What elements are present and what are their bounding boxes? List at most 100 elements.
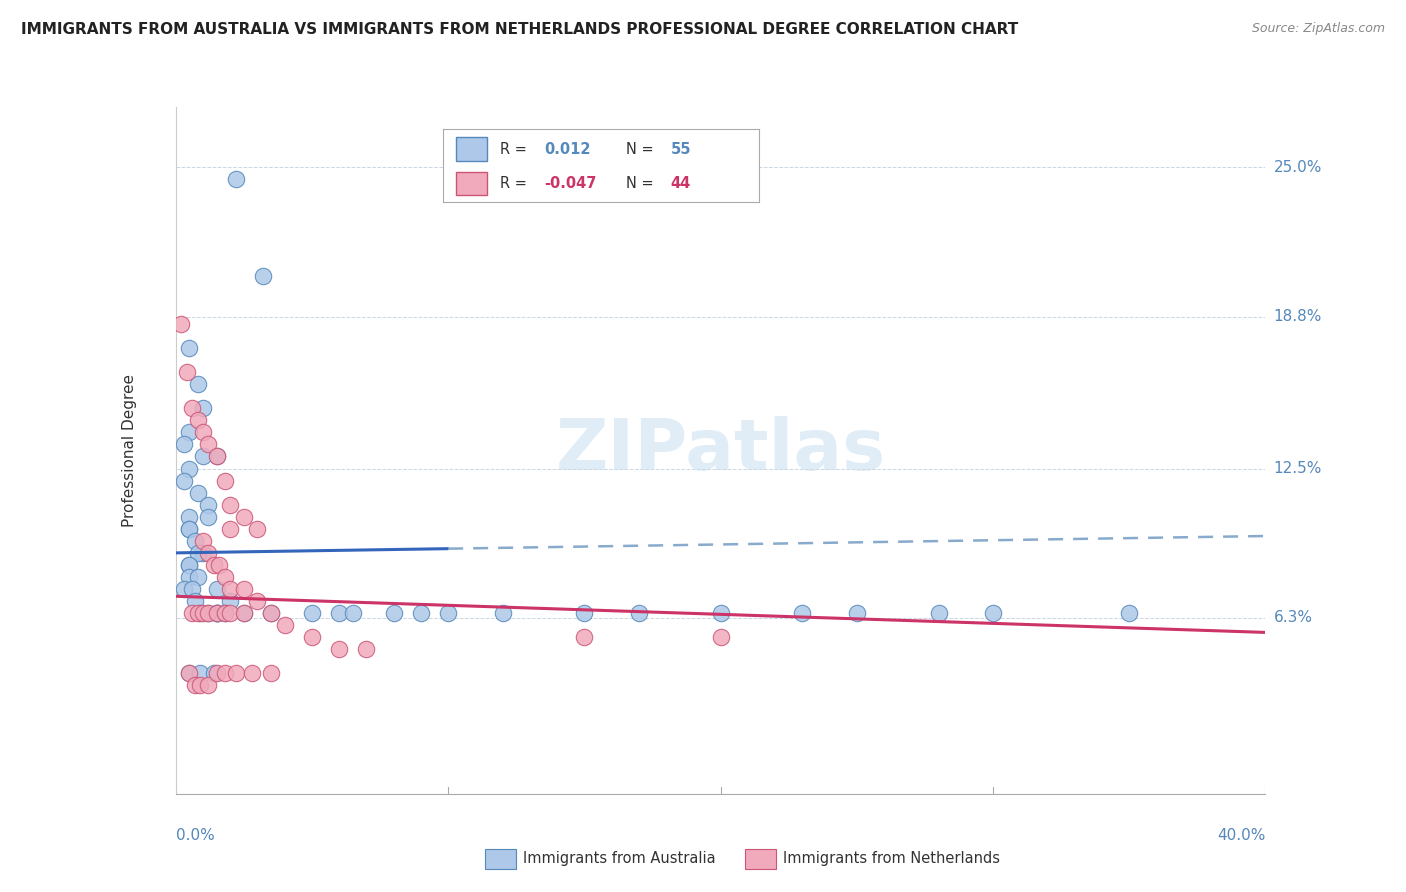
- Point: [170, 317, 193, 331]
- Point: [260, 606, 283, 620]
- Text: N =: N =: [627, 176, 658, 191]
- Point: [202, 558, 225, 572]
- Point: [181, 401, 204, 416]
- Point: [181, 582, 204, 596]
- Point: [186, 413, 209, 427]
- Point: [205, 666, 228, 681]
- Point: [219, 582, 242, 596]
- Point: [205, 606, 228, 620]
- Point: [173, 437, 195, 451]
- Bar: [456, 137, 486, 161]
- Point: [186, 546, 209, 560]
- Point: [232, 606, 254, 620]
- Point: [191, 606, 214, 620]
- Point: [179, 509, 201, 524]
- Text: 12.5%: 12.5%: [1274, 461, 1322, 476]
- Point: [301, 630, 323, 644]
- Point: [205, 450, 228, 464]
- Text: 18.8%: 18.8%: [1274, 310, 1322, 324]
- Point: [191, 425, 214, 440]
- Text: 25.0%: 25.0%: [1274, 160, 1322, 175]
- Text: Immigrants from Australia: Immigrants from Australia: [523, 851, 716, 865]
- Point: [173, 582, 195, 596]
- Text: ZIPatlas: ZIPatlas: [555, 416, 886, 485]
- Text: Professional Degree: Professional Degree: [122, 374, 138, 527]
- Point: [197, 606, 219, 620]
- Point: [214, 606, 236, 620]
- Point: [179, 570, 201, 584]
- Point: [792, 606, 814, 620]
- Text: -0.047: -0.047: [544, 176, 596, 191]
- Point: [219, 606, 242, 620]
- Point: [179, 558, 201, 572]
- Point: [214, 666, 236, 681]
- Point: [179, 461, 201, 475]
- Text: Immigrants from Netherlands: Immigrants from Netherlands: [783, 851, 1000, 865]
- Point: [214, 474, 236, 488]
- Text: 55: 55: [671, 142, 692, 157]
- Point: [197, 546, 219, 560]
- Point: [710, 606, 733, 620]
- Point: [208, 558, 231, 572]
- Point: [981, 606, 1004, 620]
- Point: [1118, 606, 1140, 620]
- Point: [202, 666, 225, 681]
- Point: [179, 666, 201, 681]
- Point: [627, 606, 650, 620]
- Point: [219, 594, 242, 608]
- Text: 6.3%: 6.3%: [1274, 610, 1313, 625]
- Point: [252, 268, 274, 283]
- Point: [409, 606, 432, 620]
- Point: [179, 341, 201, 355]
- Point: [188, 606, 211, 620]
- Point: [219, 498, 242, 512]
- Point: [240, 666, 263, 681]
- Point: [179, 666, 201, 681]
- Point: [184, 678, 207, 692]
- Point: [197, 678, 219, 692]
- Point: [214, 606, 236, 620]
- Point: [232, 582, 254, 596]
- Point: [197, 498, 219, 512]
- Text: R =: R =: [501, 142, 531, 157]
- Text: IMMIGRANTS FROM AUSTRALIA VS IMMIGRANTS FROM NETHERLANDS PROFESSIONAL DEGREE COR: IMMIGRANTS FROM AUSTRALIA VS IMMIGRANTS …: [21, 22, 1018, 37]
- Point: [205, 450, 228, 464]
- Point: [191, 450, 214, 464]
- Point: [260, 606, 283, 620]
- Point: [188, 678, 211, 692]
- Point: [205, 606, 228, 620]
- Text: R =: R =: [501, 176, 531, 191]
- Point: [246, 594, 269, 608]
- Point: [437, 606, 460, 620]
- Point: [928, 606, 950, 620]
- Point: [214, 570, 236, 584]
- Point: [492, 606, 515, 620]
- Point: [186, 485, 209, 500]
- Point: [328, 642, 350, 657]
- Point: [197, 606, 219, 620]
- Point: [219, 522, 242, 536]
- Point: [184, 533, 207, 548]
- Point: [342, 606, 364, 620]
- Point: [574, 606, 596, 620]
- Point: [225, 172, 247, 186]
- Point: [205, 606, 228, 620]
- Text: 0.012: 0.012: [544, 142, 591, 157]
- Point: [205, 606, 228, 620]
- Point: [179, 522, 201, 536]
- Point: [191, 546, 214, 560]
- Text: 0.0%: 0.0%: [176, 828, 215, 843]
- Text: 40.0%: 40.0%: [1218, 828, 1265, 843]
- Point: [191, 533, 214, 548]
- Point: [186, 606, 209, 620]
- Point: [260, 666, 283, 681]
- Bar: [456, 172, 486, 195]
- Text: 44: 44: [671, 176, 690, 191]
- Point: [186, 377, 209, 392]
- Point: [356, 642, 378, 657]
- Point: [301, 606, 323, 620]
- Point: [173, 474, 195, 488]
- Point: [205, 582, 228, 596]
- Point: [328, 606, 350, 620]
- Point: [232, 509, 254, 524]
